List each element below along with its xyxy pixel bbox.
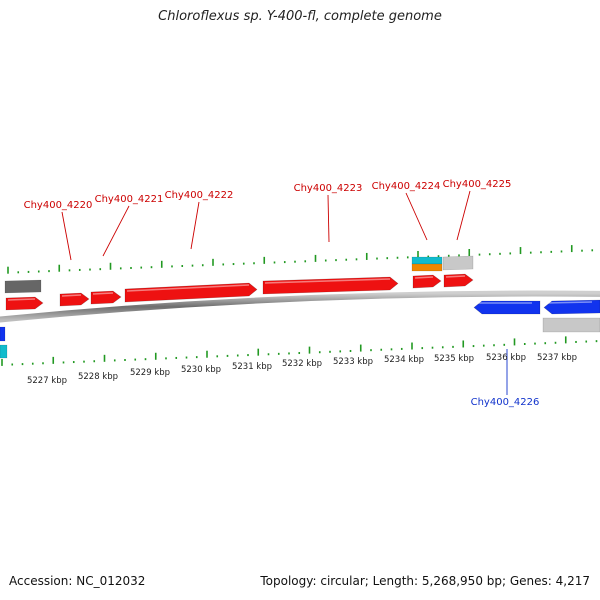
outer-tick-marks bbox=[7, 245, 594, 274]
gene-arrow bbox=[5, 296, 44, 311]
axis-tick-label: 5231 kbp bbox=[232, 362, 272, 372]
gene-arrow bbox=[59, 292, 90, 307]
gene-label-leader bbox=[405, 192, 428, 241]
gene-label-leader bbox=[327, 194, 330, 243]
axis-tick-label: 5227 kbp bbox=[27, 376, 67, 386]
gene-arrow bbox=[473, 300, 541, 315]
genome-backbone bbox=[0, 290, 600, 323]
gene-label: Chy400_4223 bbox=[294, 183, 363, 194]
feature-box bbox=[542, 317, 600, 333]
genome-info-text: Topology: circular; Length: 5,268,950 bp… bbox=[260, 574, 590, 588]
feature-box bbox=[4, 279, 42, 294]
gene-label-leader bbox=[61, 211, 72, 261]
feature-box bbox=[0, 326, 6, 342]
gene-label: Chy400_4221 bbox=[95, 194, 164, 205]
feature-box bbox=[0, 344, 8, 359]
gene-arrow bbox=[443, 273, 474, 288]
gene-label-leader bbox=[190, 201, 200, 250]
gene-arrow bbox=[262, 276, 399, 295]
gene-arrow-highlight bbox=[7, 298, 36, 301]
axis-tick-label: 5235 kbp bbox=[434, 354, 474, 364]
feature-box bbox=[411, 263, 443, 272]
feature-box bbox=[442, 255, 474, 271]
gene-label-leader bbox=[102, 205, 130, 257]
gene-arrow-highlight bbox=[414, 276, 434, 279]
gene-arrow bbox=[543, 299, 600, 315]
inner-tick-marks bbox=[1, 336, 598, 366]
gene-label: Chy400_4220 bbox=[24, 200, 93, 211]
gene-arrow-highlight bbox=[61, 294, 82, 297]
axis-tick-label: 5234 kbp bbox=[384, 355, 424, 365]
gene-arrow bbox=[412, 274, 442, 289]
axis-tick-label: 5229 kbp bbox=[130, 368, 170, 378]
axis-tick-label: 5237 kbp bbox=[537, 353, 577, 363]
gene-arrow-highlight bbox=[445, 275, 466, 278]
gene-label: Chy400_4225 bbox=[443, 179, 512, 190]
axis-tick-label: 5230 kbp bbox=[181, 365, 221, 375]
gene-arrow-highlight bbox=[545, 301, 593, 304]
map-title: Chloroflexus sp. Y-400-fl, complete geno… bbox=[158, 9, 442, 24]
gene-arrow bbox=[124, 282, 258, 303]
gene-label-leader bbox=[456, 190, 471, 241]
gene-label: Chy400_4226 bbox=[471, 397, 540, 408]
axis-tick-label: 5236 kbp bbox=[486, 353, 526, 363]
gene-arrow-highlight bbox=[126, 284, 250, 292]
axis-tick-label: 5233 kbp bbox=[333, 357, 373, 367]
gene-arrow-highlight bbox=[264, 278, 391, 284]
accession-text: Accession: NC_012032 bbox=[9, 574, 146, 588]
gene-label: Chy400_4224 bbox=[372, 181, 441, 192]
feature-box bbox=[411, 256, 443, 265]
gene-arrow bbox=[90, 290, 122, 305]
axis-tick-label: 5228 kbp bbox=[78, 372, 118, 382]
gene-arrow-highlight bbox=[92, 292, 114, 295]
axis-tick-label: 5232 kbp bbox=[282, 359, 322, 369]
gene-label: Chy400_4222 bbox=[165, 190, 234, 201]
